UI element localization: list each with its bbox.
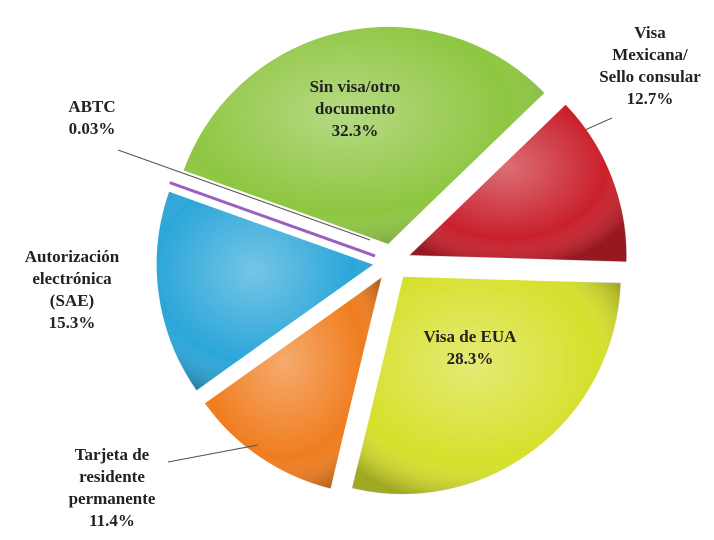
label-line: Sello consular [599, 67, 701, 86]
value-label: 11.4% [89, 511, 135, 530]
label-line: Tarjeta de [75, 445, 150, 464]
slice-shade [408, 104, 627, 262]
slice-label: Tarjeta de residente permanente 11.4% [69, 445, 156, 530]
label-line: Mexicana/ [612, 45, 688, 64]
slice-label: Autorización electrónica (SAE) 15.3% [25, 247, 120, 332]
leader-line [584, 117, 613, 131]
value-label: 32.3% [332, 121, 379, 140]
label-line: Sin visa/otro [310, 77, 401, 96]
slice-label: Visa de EUA 28.3% [424, 327, 518, 368]
leader-line [167, 444, 259, 463]
slice-label: ABTC 0.03% [68, 97, 115, 138]
value-label: 0.03% [69, 119, 116, 138]
label-line: (SAE) [50, 291, 94, 310]
label-line: Visa de EUA [424, 327, 518, 346]
slice-label: Sin visa/otro documento 32.3% [310, 77, 401, 140]
slice-shade [351, 276, 621, 495]
value-label: 15.3% [49, 313, 96, 332]
label-line: residente [79, 467, 145, 486]
label-line: Visa [634, 23, 666, 42]
label-line: permanente [69, 489, 156, 508]
label-line: Autorización [25, 247, 120, 266]
label-line: documento [315, 99, 395, 118]
label-line: electrónica [32, 269, 112, 288]
pie-slice [169, 181, 376, 258]
slice-shade [204, 276, 382, 489]
slice-label: Visa Mexicana/Sello consular 12.7% [599, 23, 701, 108]
value-label: 12.7% [627, 89, 674, 108]
leader-line [117, 149, 371, 241]
slice-shade [156, 191, 375, 391]
label-line: ABTC [68, 97, 115, 116]
slice-shade [183, 26, 546, 245]
value-label: 28.3% [447, 349, 494, 368]
